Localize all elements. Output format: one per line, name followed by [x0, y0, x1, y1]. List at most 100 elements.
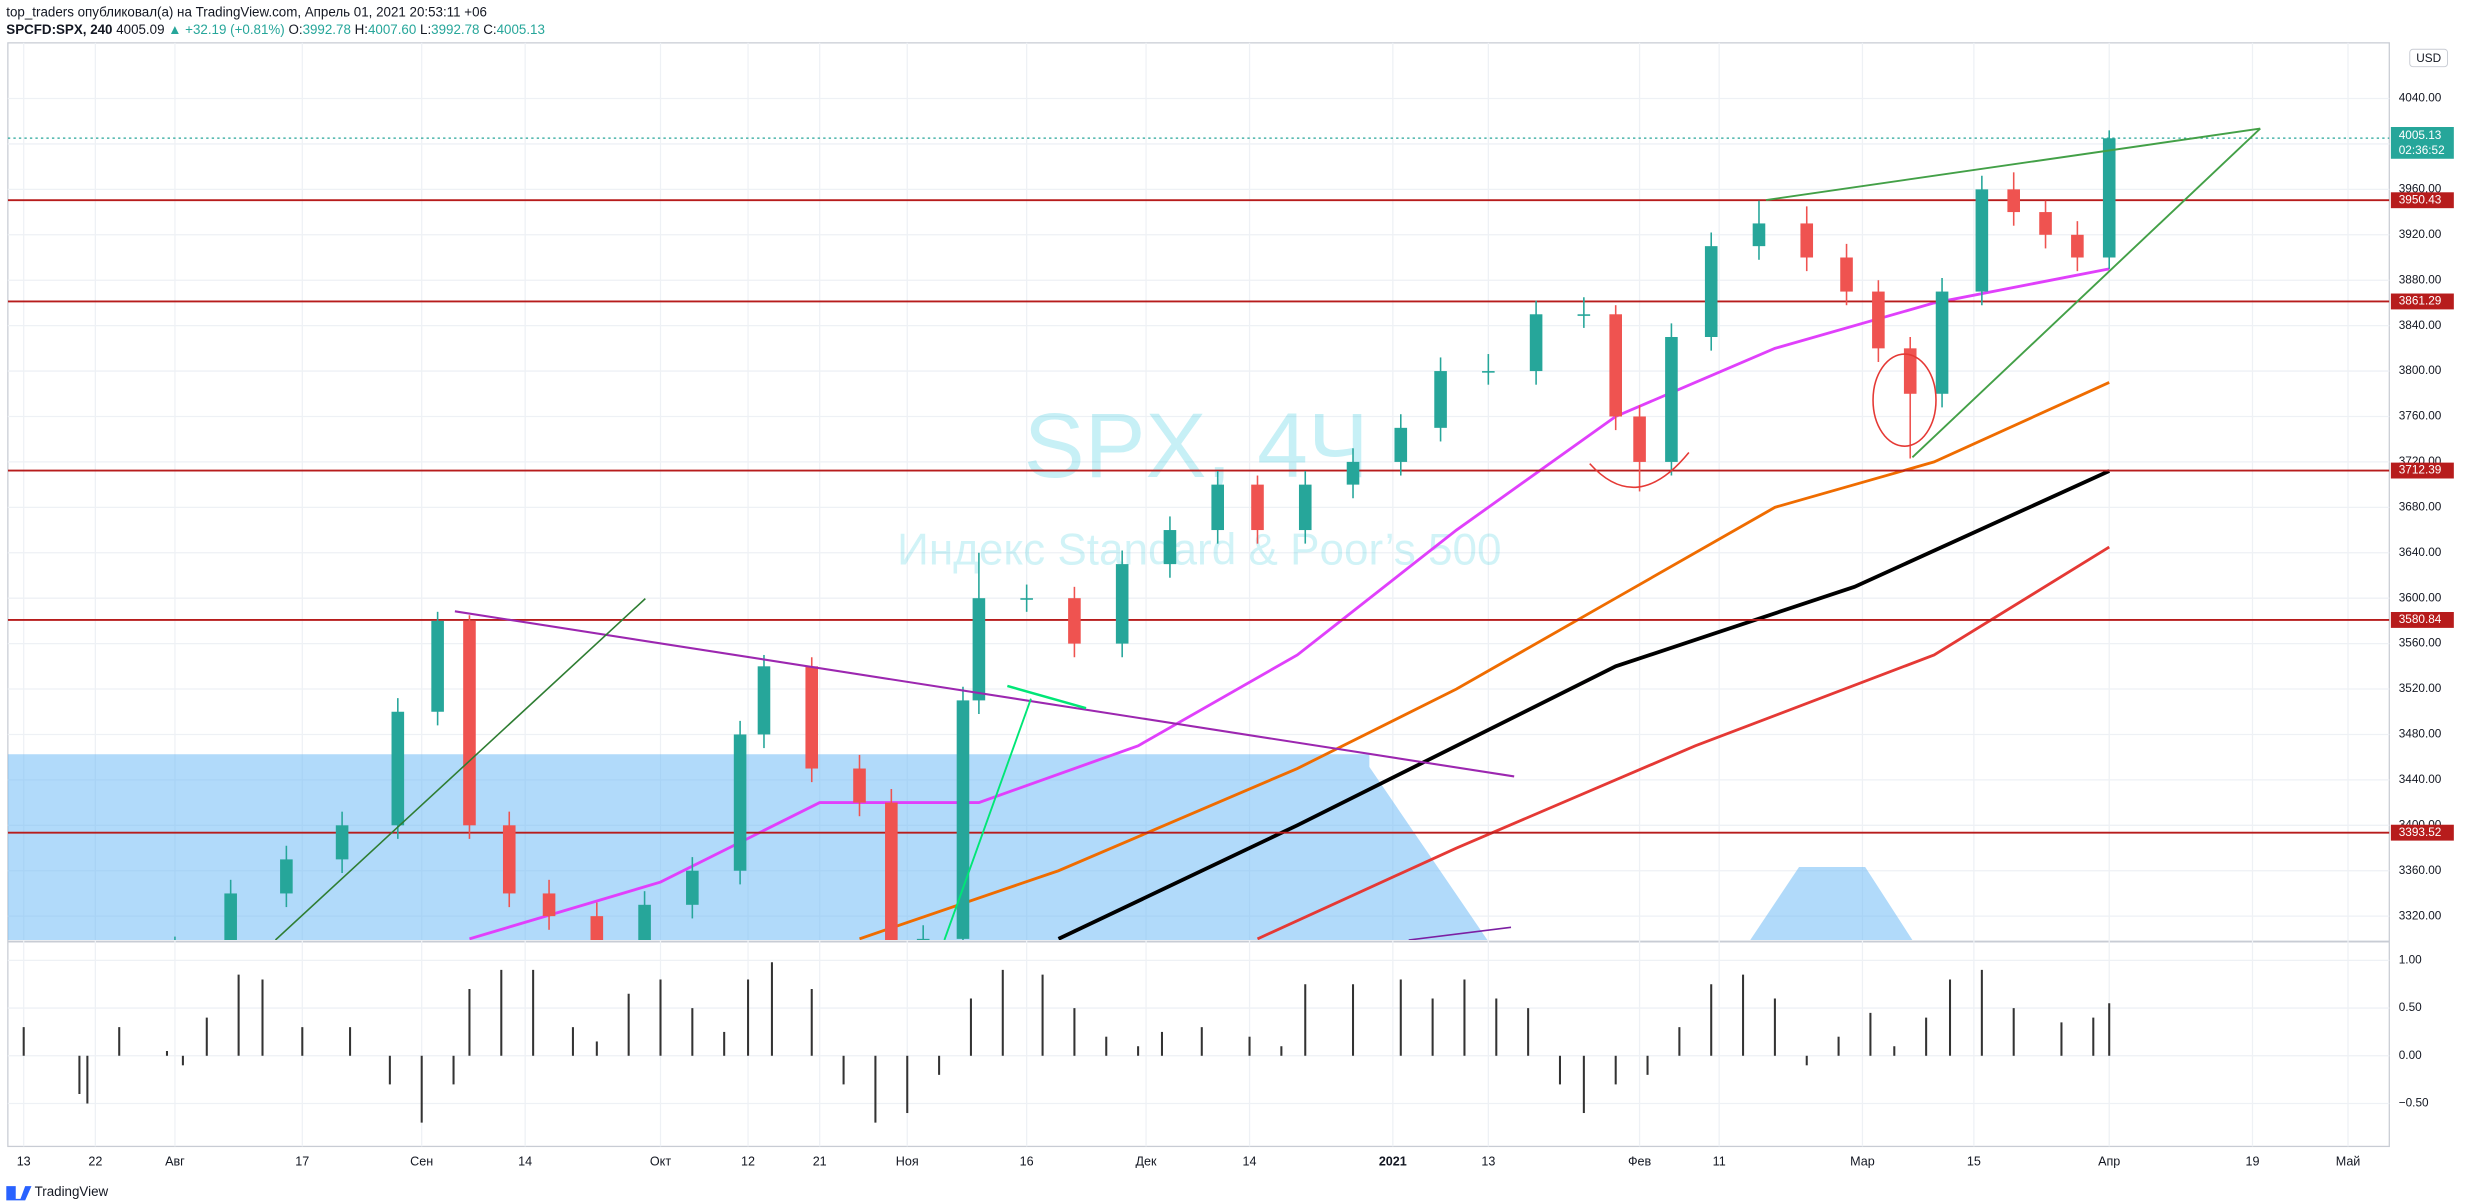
c-value: 4005.13 — [497, 22, 545, 37]
y-tick-label: 3320.00 — [2399, 908, 2442, 922]
x-tick-label: 13 — [1481, 1155, 1495, 1169]
candle-body — [1665, 336, 1678, 462]
y-tick-label: 3600.00 — [2399, 590, 2442, 604]
candle-body — [757, 666, 771, 735]
candle-body — [335, 825, 349, 860]
candle-body — [686, 870, 699, 905]
candle-body — [280, 859, 293, 894]
x-tick-label: 15 — [1967, 1155, 1981, 1169]
osc-tick-label: −0.50 — [2399, 1096, 2429, 1110]
y-tick-label: 3440.00 — [2399, 772, 2442, 786]
profile-right — [1750, 866, 1913, 941]
candle-body — [1752, 223, 1766, 247]
candle-body — [1840, 257, 1853, 292]
candle-body — [1577, 314, 1591, 316]
y-tick-label: 3680.00 — [2399, 499, 2442, 513]
candle-body — [590, 916, 604, 941]
candle-body — [733, 734, 747, 871]
c-label: C: — [483, 22, 496, 37]
candle-body — [431, 620, 444, 712]
candle-body — [1434, 371, 1447, 428]
x-tick-label: 22 — [88, 1155, 102, 1169]
volume-profile — [7, 754, 1913, 941]
level-label: 3712.39 — [2399, 463, 2442, 477]
level-box — [2390, 824, 2454, 841]
circle-drawing — [1872, 353, 1937, 447]
trendline — [1408, 926, 1512, 941]
x-tick-label: Дек — [1136, 1155, 1157, 1169]
x-tick-label: Мар — [1850, 1155, 1875, 1169]
candle-body — [1394, 427, 1408, 462]
x-tick-label: Май — [2336, 1155, 2361, 1169]
wedge-bottom — [1911, 127, 2261, 458]
x-tick-label: 21 — [813, 1155, 827, 1169]
candle-body — [1298, 484, 1312, 531]
moving-average — [469, 267, 2110, 941]
candle-body — [1482, 371, 1495, 373]
last-price-box — [2390, 127, 2454, 159]
level-label: 3861.29 — [2399, 294, 2442, 308]
trendline — [454, 610, 1515, 778]
level-box — [2390, 462, 2454, 479]
h-value: 4007.60 — [368, 22, 416, 37]
candle-body — [1163, 530, 1177, 565]
x-tick-label: 14 — [518, 1155, 532, 1169]
osc-tick-label: 0.00 — [2399, 1048, 2422, 1062]
candle-body — [1633, 416, 1646, 462]
candle-body — [916, 938, 930, 941]
candle-body — [805, 666, 819, 769]
trendline — [1007, 684, 1087, 710]
candle-body — [1935, 291, 1949, 394]
level-label: 3393.52 — [2399, 825, 2442, 839]
y-tick-label: 3560.00 — [2399, 636, 2442, 650]
candle-body — [1068, 598, 1081, 644]
y-tick-label: 3480.00 — [2399, 727, 2442, 741]
candle-body — [1211, 484, 1224, 531]
candle-body — [638, 904, 651, 941]
level-box — [2390, 192, 2454, 209]
trendline — [943, 698, 1032, 941]
candle-body — [853, 768, 866, 803]
drawings — [274, 127, 2261, 941]
change: ▲ +32.19 (+0.81%) — [168, 22, 285, 37]
x-tick-label: 17 — [295, 1155, 309, 1169]
candle-body — [1346, 461, 1360, 485]
symbol: SPCFD:SPX, 240 — [6, 22, 112, 37]
x-tick-label: 13 — [17, 1155, 31, 1169]
x-tick-label: 16 — [1020, 1155, 1034, 1169]
candle-body — [1800, 223, 1814, 258]
x-tick-label: Ноя — [896, 1155, 919, 1169]
candle-body — [1020, 598, 1033, 600]
o-value: 3992.78 — [303, 22, 351, 37]
l-value: 3992.78 — [431, 22, 479, 37]
candle-body — [463, 620, 476, 826]
candle-body — [542, 893, 556, 917]
price-pane — [7, 130, 2390, 941]
grid — [7, 42, 2390, 1147]
level-label: 3950.43 — [2399, 192, 2442, 206]
y-tick-label: 3640.00 — [2399, 545, 2442, 559]
y-tick-label: 3760.00 — [2399, 409, 2442, 423]
candle-body — [1903, 348, 1917, 394]
l-label: L: — [420, 22, 431, 37]
candle-body — [885, 802, 898, 941]
oscillator-pane — [22, 962, 2111, 1123]
y-tick-label: 3920.00 — [2399, 227, 2442, 241]
x-tick-label: Апр — [2098, 1155, 2120, 1169]
y-tick-label: 3880.00 — [2399, 272, 2442, 286]
candle-body — [1872, 291, 1885, 349]
candle-body — [1115, 564, 1129, 644]
candle-body — [1704, 246, 1718, 337]
x-tick-label: 19 — [2246, 1155, 2260, 1169]
currency-box — [2409, 48, 2449, 68]
candle-body — [2071, 234, 2084, 258]
y-tick-label: 4040.00 — [2399, 91, 2442, 105]
level-box — [2390, 293, 2454, 310]
last: 4005.09 — [116, 22, 164, 37]
candle-body — [224, 893, 237, 941]
logo — [6, 1186, 32, 1201]
osc-tick-label: 1.00 — [2399, 952, 2422, 966]
